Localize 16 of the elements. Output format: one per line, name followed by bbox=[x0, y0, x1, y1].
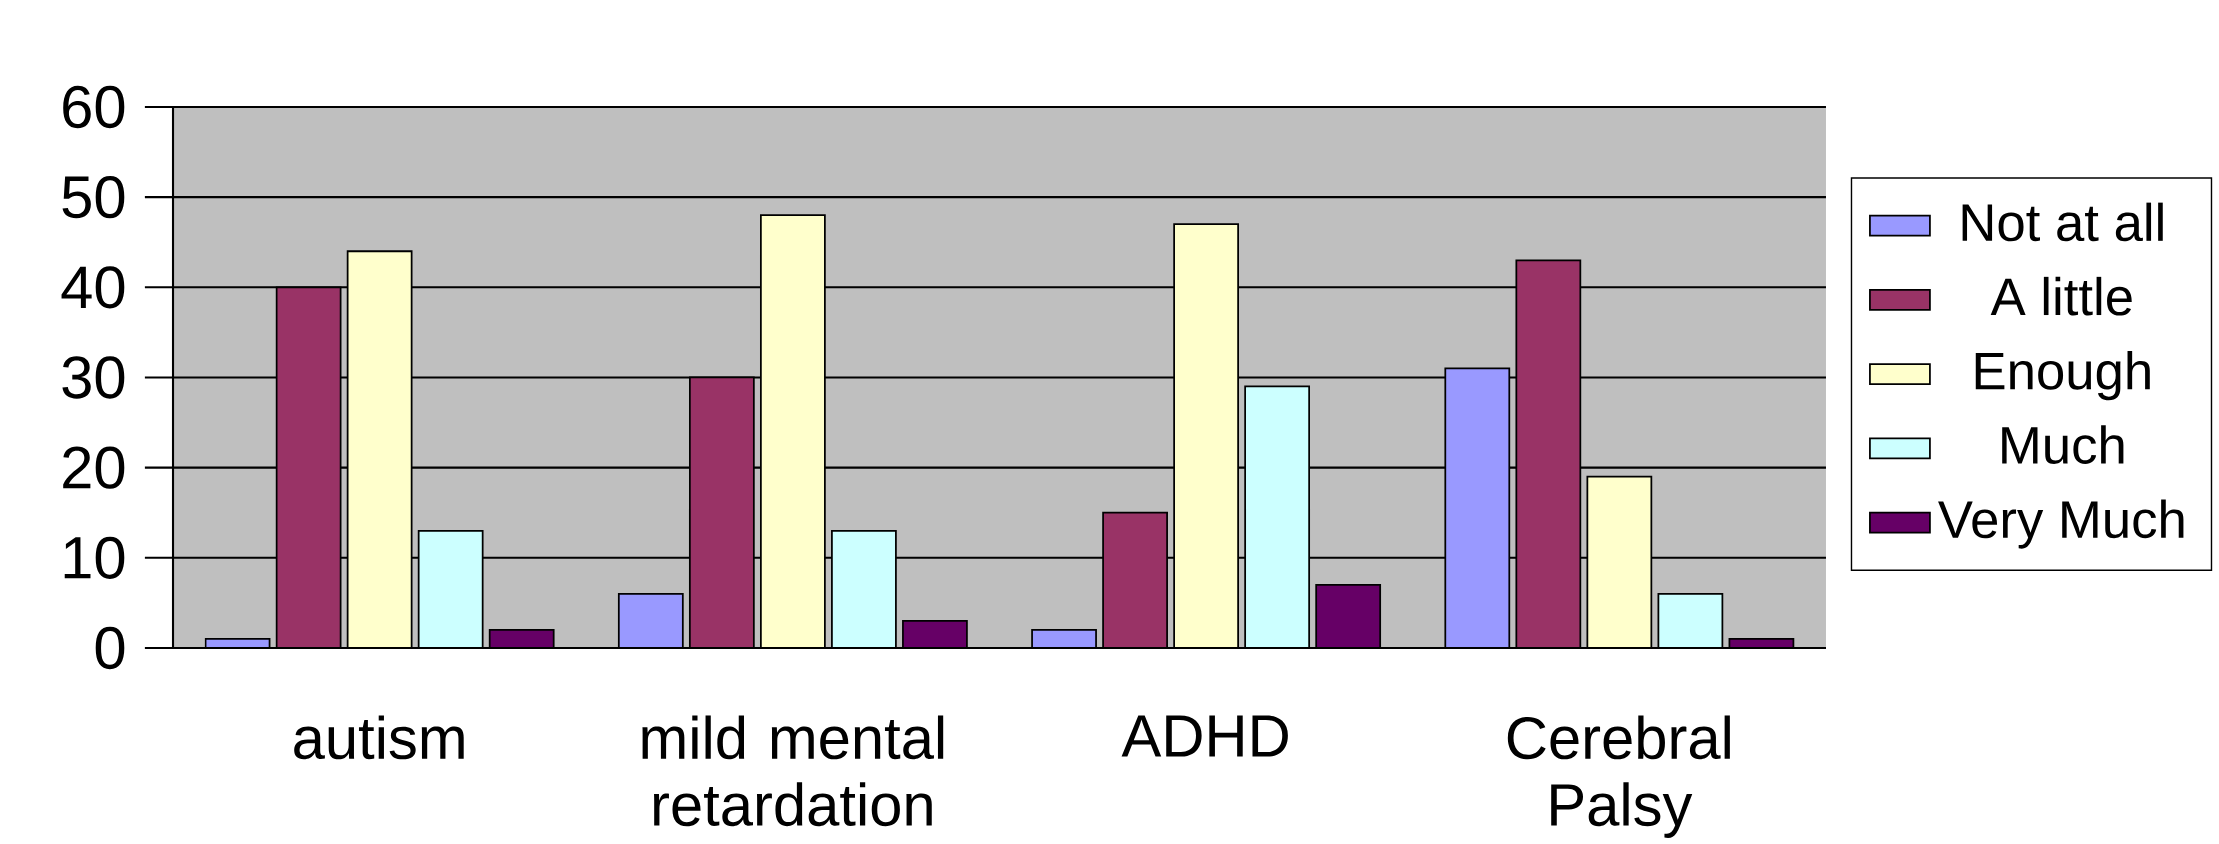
y-tick-label: 40 bbox=[61, 266, 125, 309]
y-tick-label: 0 bbox=[95, 626, 125, 670]
y-tick-label: 10 bbox=[64, 536, 125, 579]
legend-label: Enough bbox=[1975, 351, 2150, 401]
y-tick-label: 50 bbox=[62, 176, 125, 219]
y-tick-label: 30 bbox=[62, 356, 125, 399]
x-tick-label: ADHD bbox=[1121, 715, 1288, 757]
y-tick-label: 60 bbox=[63, 85, 125, 129]
x-tick-label: mild mental retardation bbox=[642, 715, 944, 827]
legend-label: Very Much bbox=[1938, 499, 2184, 549]
x-tick-label: autism bbox=[294, 715, 464, 760]
legend-label: Not at all bbox=[1962, 202, 2163, 242]
y-tick-label: 20 bbox=[63, 446, 125, 489]
x-tick-label: Cerebral Palsy bbox=[1507, 715, 1730, 838]
legend-label: Much bbox=[2002, 425, 2124, 464]
legend-label: A little bbox=[1990, 276, 2132, 316]
